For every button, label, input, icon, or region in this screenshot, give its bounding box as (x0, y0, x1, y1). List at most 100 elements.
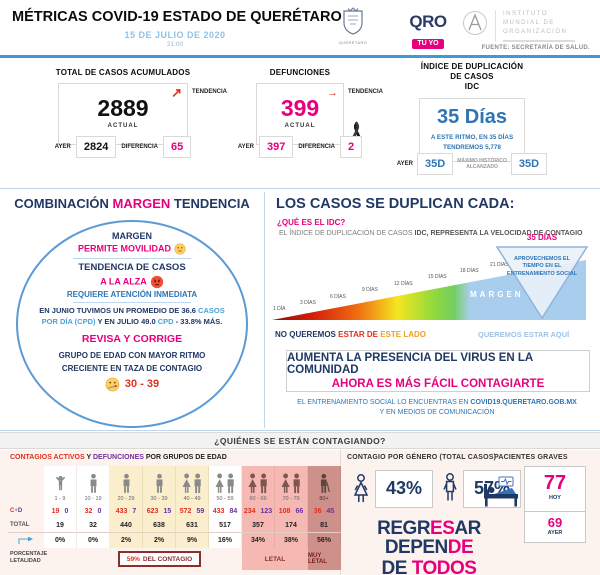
neutral-face-icon (174, 243, 186, 255)
graves-ayer-value: 69 (547, 515, 563, 530)
page-title: MÉTRICAS COVID-19 ESTADO DE QUERÉTARO (12, 9, 342, 25)
casos-actual-label: ACTUAL (107, 123, 139, 129)
trend-up-arrow-icon: ↗ (171, 85, 182, 100)
pct-cell: 34% (242, 532, 275, 548)
cd-cell: 36 45 (308, 504, 341, 518)
grupo-edad-destacado: 30 - 39 (124, 378, 160, 391)
age-label: 60 - 69 (249, 496, 267, 502)
imo-logo: INSTITUTO MUNDIAL DE ORGANIZACIÓN (462, 10, 575, 42)
total-cell: 32 (77, 518, 110, 532)
idc-max-label-line1: MÁXIMO HISTÓRICO (457, 157, 507, 164)
hospital-bed-icon (484, 476, 518, 507)
age-col-70-79: 70 - 79 (275, 466, 308, 504)
circle-divider-1 (73, 258, 191, 259)
dias-destacado: 35 DÍAS (526, 233, 558, 242)
defunciones-title: DEFUNCIONES (269, 68, 331, 77)
cd-cell: 433 84 (209, 504, 242, 518)
age-col-20-29: 20 - 29 (110, 466, 143, 504)
idc-desc-seg2: IDC, REPRESENTA LA VELOCIDAD DE CONTAGIO (414, 230, 583, 237)
no-lado-seg3: ESTE LADO (380, 330, 426, 339)
trend-flat-arrow-icon: → (327, 87, 338, 99)
graves-hoy-label: HOY (549, 495, 561, 501)
margen-circle: MARGEN PERMITE MOVILIDAD TENDENCIA DE CA… (16, 220, 248, 428)
female-icon (353, 474, 369, 502)
age-label: 1 - 9 (54, 496, 66, 502)
age-label: 80+ (319, 496, 329, 502)
slogan-seg: DE (381, 558, 412, 575)
age-col-60-69: 60 - 69 (242, 466, 275, 504)
entrenamiento-text: EL ENTRENAMIENTO SOCIAL LO ENCUENTRAS EN… (286, 399, 588, 416)
graves-ayer-label: AYER (547, 530, 563, 536)
bottom-section-title: ¿QUIÉNES SE ESTÁN CONTAGIANDO? (0, 432, 600, 449)
age-label: 20 - 29 (117, 496, 135, 502)
age-label: 30 - 39 (150, 496, 168, 502)
card-casos-acumulados: TOTAL DE CASOS ACUMULADOS ↗ TENDENCIA 28… (18, 68, 228, 158)
idc-gradient-wedge (272, 260, 586, 320)
subtitle-grupos: POR GRUPOS DE EDAD (143, 454, 227, 461)
idc-title-line3: IDC (464, 82, 480, 91)
cd-cell: 32 0 (77, 504, 110, 518)
row-label-pct-arrow (8, 532, 44, 548)
footer-spacer (209, 548, 242, 570)
duplican-title: LOS CASOS SE DUPLICAN CADA: (276, 196, 515, 212)
contagio-pct: 59% (126, 555, 140, 563)
sick-face-icon (105, 377, 120, 392)
right-arrow-icon (18, 536, 33, 544)
entrena-url[interactable]: COVID19.QUERETARO.GOB.MX (470, 399, 577, 406)
no-queremos-caption: NO QUEREMOS ESTAR DE ESTE LADO (275, 330, 426, 339)
tendencia-casos-title: TENDENCIA DE CASOS (78, 262, 186, 273)
tick-1-dia: 1 DÍA (273, 306, 286, 312)
tick-18-dias: 18 DÍAS (460, 268, 479, 274)
idc-title-line1: ÍNDICE DE DUPLICACIÓN (420, 62, 524, 71)
idc-max-value: 35D (510, 153, 548, 175)
imo-line-3: ORGANIZACIÓN (503, 29, 568, 35)
age-col-80: 80+ (308, 466, 341, 504)
cd-cell: 108 66 (275, 504, 308, 518)
triangle-callout-icon (495, 246, 589, 320)
slogan-seg: AR DEPEN (384, 518, 482, 558)
entrena-seg1: EL ENTRENAMIENTO SOCIAL LO ENCUENTRAS EN (297, 399, 471, 406)
pct-cell: 38% (275, 532, 308, 548)
movilidad-text: PERMITE MOVILIDAD (78, 243, 186, 255)
defunciones-tendencia-label: TENDENCIA (348, 89, 384, 95)
female-pct: 43% (385, 478, 423, 498)
qro-tuyo-logo: QRO TÚ YO (405, 12, 451, 50)
imo-monogram-icon (463, 11, 487, 35)
female-pct-box: 43% (375, 470, 433, 508)
grupo-edad-line2: CRECIENTE EN TAZA DE CONTAGIO (61, 363, 203, 373)
aumenta-line2: AHORA ES MÁS FÁCIL CONTAGIARTE (331, 378, 545, 390)
tuyo-badge: TÚ YO (412, 38, 444, 49)
report-date: 15 DE JULIO DE 2020 (124, 30, 226, 40)
aumenta-line1: AUMENTA LA PRESENCIA DEL VIRUS EN LA COM… (287, 352, 533, 376)
age-col-1-9: 1 - 9 (44, 466, 77, 504)
slogan-seg: REGR (377, 518, 431, 539)
grupo-edad-line1: GRUPO DE EDAD CON MAYOR RITMO (58, 350, 206, 360)
pct-cell: 56% (308, 532, 341, 548)
age-group-table: 1 - 9 10 - 19 20 - 29 30 - 39 40 - 49 50… (8, 466, 341, 570)
promedio-seg4: CPD (157, 316, 174, 326)
defunciones-diferencia-value: 2 (340, 136, 363, 158)
total-cell: 19 (44, 518, 77, 532)
cd-cell: 623 15 (143, 504, 176, 518)
qro-logo-text: QRO (409, 12, 447, 31)
slogan-seg: DE (447, 537, 474, 558)
idc-ayer-value: 35D (417, 153, 454, 175)
defunciones-actual-label: ACTUAL (284, 123, 316, 129)
contagio-59-box: 59% DEL CONTAGIO (118, 551, 201, 567)
casos-tendencia-label: TENDENCIA (192, 89, 228, 95)
card-defunciones: DEFUNCIONES → TENDENCIA 399 ACTUAL AYER … (238, 68, 383, 158)
angry-face-icon (150, 275, 163, 289)
subtitle-contagios: CONTAGIOS ACTIVOS (10, 454, 85, 461)
idc-value-box: 35 Días A ESTE RITMO, EN 35 DÍAS TENDREM… (419, 98, 525, 162)
letal-label: LETAL (242, 548, 308, 570)
total-cell: 440 (110, 518, 143, 532)
casos-actual-value: 2889 (97, 95, 149, 121)
row-label-cd: C + D (10, 508, 23, 514)
imo-tagline-rule (503, 40, 575, 42)
subtitle-y: Y (84, 454, 93, 461)
header-divider (0, 55, 600, 58)
table-corner (8, 466, 44, 504)
pct-cell: 9% (176, 532, 209, 548)
entrena-line2: Y EN MEDIOS DE COMUNICACIÓN (379, 409, 495, 416)
graves-title: PACIENTES GRAVES (494, 454, 568, 461)
